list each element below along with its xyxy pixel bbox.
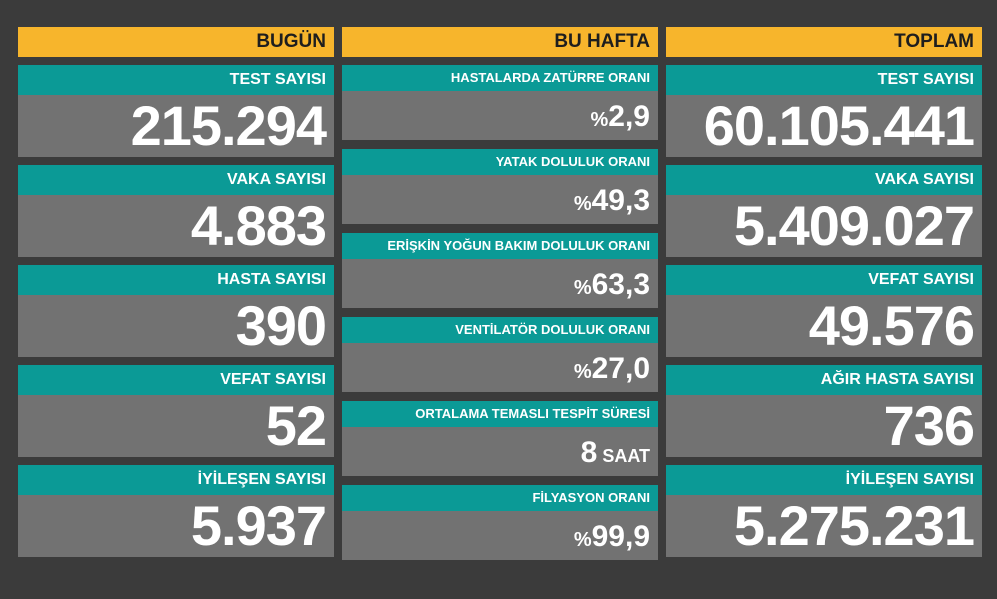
week-contact-time-number: 8 [580, 436, 598, 469]
week-filiation-value: %99,9 [342, 511, 658, 560]
today-recovered-label: İYİLEŞEN SAYISI [18, 465, 334, 495]
week-contact-time-unit: SAAT [597, 446, 650, 466]
week-icu-label: ERİŞKİN YOĞUN BAKIM DOLULUK ORANI [342, 233, 658, 259]
total-death-value: 49.576 [666, 295, 982, 357]
week-icu-number: 63,3 [591, 268, 650, 301]
today-death-label: VEFAT SAYISI [18, 365, 334, 395]
week-ventilator-card: VENTİLATÖR DOLULUK ORANI %27,0 [342, 317, 658, 392]
week-ventilator-label: VENTİLATÖR DOLULUK ORANI [342, 317, 658, 343]
week-ventilator-value: %27,0 [342, 343, 658, 392]
week-icu-card: ERİŞKİN YOĞUN BAKIM DOLULUK ORANI %63,3 [342, 233, 658, 308]
today-test-label: TEST SAYISI [18, 65, 334, 95]
week-contact-time-value: 8 SAAT [342, 427, 658, 476]
today-patient-card: HASTA SAYISI 390 [18, 265, 334, 357]
week-bed-label: YATAK DOLULUK ORANI [342, 149, 658, 175]
week-filiation-label: FİLYASYON ORANI [342, 485, 658, 511]
today-death-value: 52 [18, 395, 334, 457]
total-test-card: TEST SAYISI 60.105.441 [666, 65, 982, 157]
total-header: TOPLAM [666, 27, 982, 57]
week-filiation-number: 99,9 [591, 520, 650, 553]
total-recovered-value: 5.275.231 [666, 495, 982, 557]
week-bed-card: YATAK DOLULUK ORANI %49,3 [342, 149, 658, 224]
total-case-label: VAKA SAYISI [666, 165, 982, 195]
today-test-value: 215.294 [18, 95, 334, 157]
week-pneumonia-number: 2,9 [608, 100, 650, 133]
percent-sign: % [573, 361, 592, 383]
today-column: BUGÜN TEST SAYISI 215.294 VAKA SAYISI 4.… [18, 27, 334, 565]
percent-sign: % [573, 277, 592, 299]
percent-sign: % [590, 109, 609, 131]
today-case-card: VAKA SAYISI 4.883 [18, 165, 334, 257]
total-recovered-label: İYİLEŞEN SAYISI [666, 465, 982, 495]
today-case-value: 4.883 [18, 195, 334, 257]
week-bed-value: %49,3 [342, 175, 658, 224]
week-ventilator-number: 27,0 [591, 352, 650, 385]
week-bed-number: 49,3 [591, 184, 650, 217]
week-header: BU HAFTA [342, 27, 658, 57]
today-case-label: VAKA SAYISI [18, 165, 334, 195]
week-icu-value: %63,3 [342, 259, 658, 308]
week-filiation-card: FİLYASYON ORANI %99,9 [342, 485, 658, 560]
week-pneumonia-label: HASTALARDA ZATÜRRE ORANI [342, 65, 658, 91]
today-patient-label: HASTA SAYISI [18, 265, 334, 295]
total-death-label: VEFAT SAYISI [666, 265, 982, 295]
total-test-label: TEST SAYISI [666, 65, 982, 95]
today-patient-value: 390 [18, 295, 334, 357]
total-recovered-card: İYİLEŞEN SAYISI 5.275.231 [666, 465, 982, 557]
today-recovered-value: 5.937 [18, 495, 334, 557]
total-case-value: 5.409.027 [666, 195, 982, 257]
percent-sign: % [573, 529, 592, 551]
total-critical-label: AĞIR HASTA SAYISI [666, 365, 982, 395]
today-death-card: VEFAT SAYISI 52 [18, 365, 334, 457]
week-column: BU HAFTA HASTALARDA ZATÜRRE ORANI %2,9 Y… [342, 27, 658, 569]
today-header: BUGÜN [18, 27, 334, 57]
percent-sign: % [573, 193, 592, 215]
today-test-card: TEST SAYISI 215.294 [18, 65, 334, 157]
total-column: TOPLAM TEST SAYISI 60.105.441 VAKA SAYIS… [666, 27, 982, 565]
week-pneumonia-value: %2,9 [342, 91, 658, 140]
total-death-card: VEFAT SAYISI 49.576 [666, 265, 982, 357]
total-critical-card: AĞIR HASTA SAYISI 736 [666, 365, 982, 457]
week-contact-time-label: ORTALAMA TEMASLI TESPİT SÜRESİ [342, 401, 658, 427]
total-critical-value: 736 [666, 395, 982, 457]
today-recovered-card: İYİLEŞEN SAYISI 5.937 [18, 465, 334, 557]
week-contact-time-card: ORTALAMA TEMASLI TESPİT SÜRESİ 8 SAAT [342, 401, 658, 476]
week-pneumonia-card: HASTALARDA ZATÜRRE ORANI %2,9 [342, 65, 658, 140]
total-case-card: VAKA SAYISI 5.409.027 [666, 165, 982, 257]
total-test-value: 60.105.441 [666, 95, 982, 157]
